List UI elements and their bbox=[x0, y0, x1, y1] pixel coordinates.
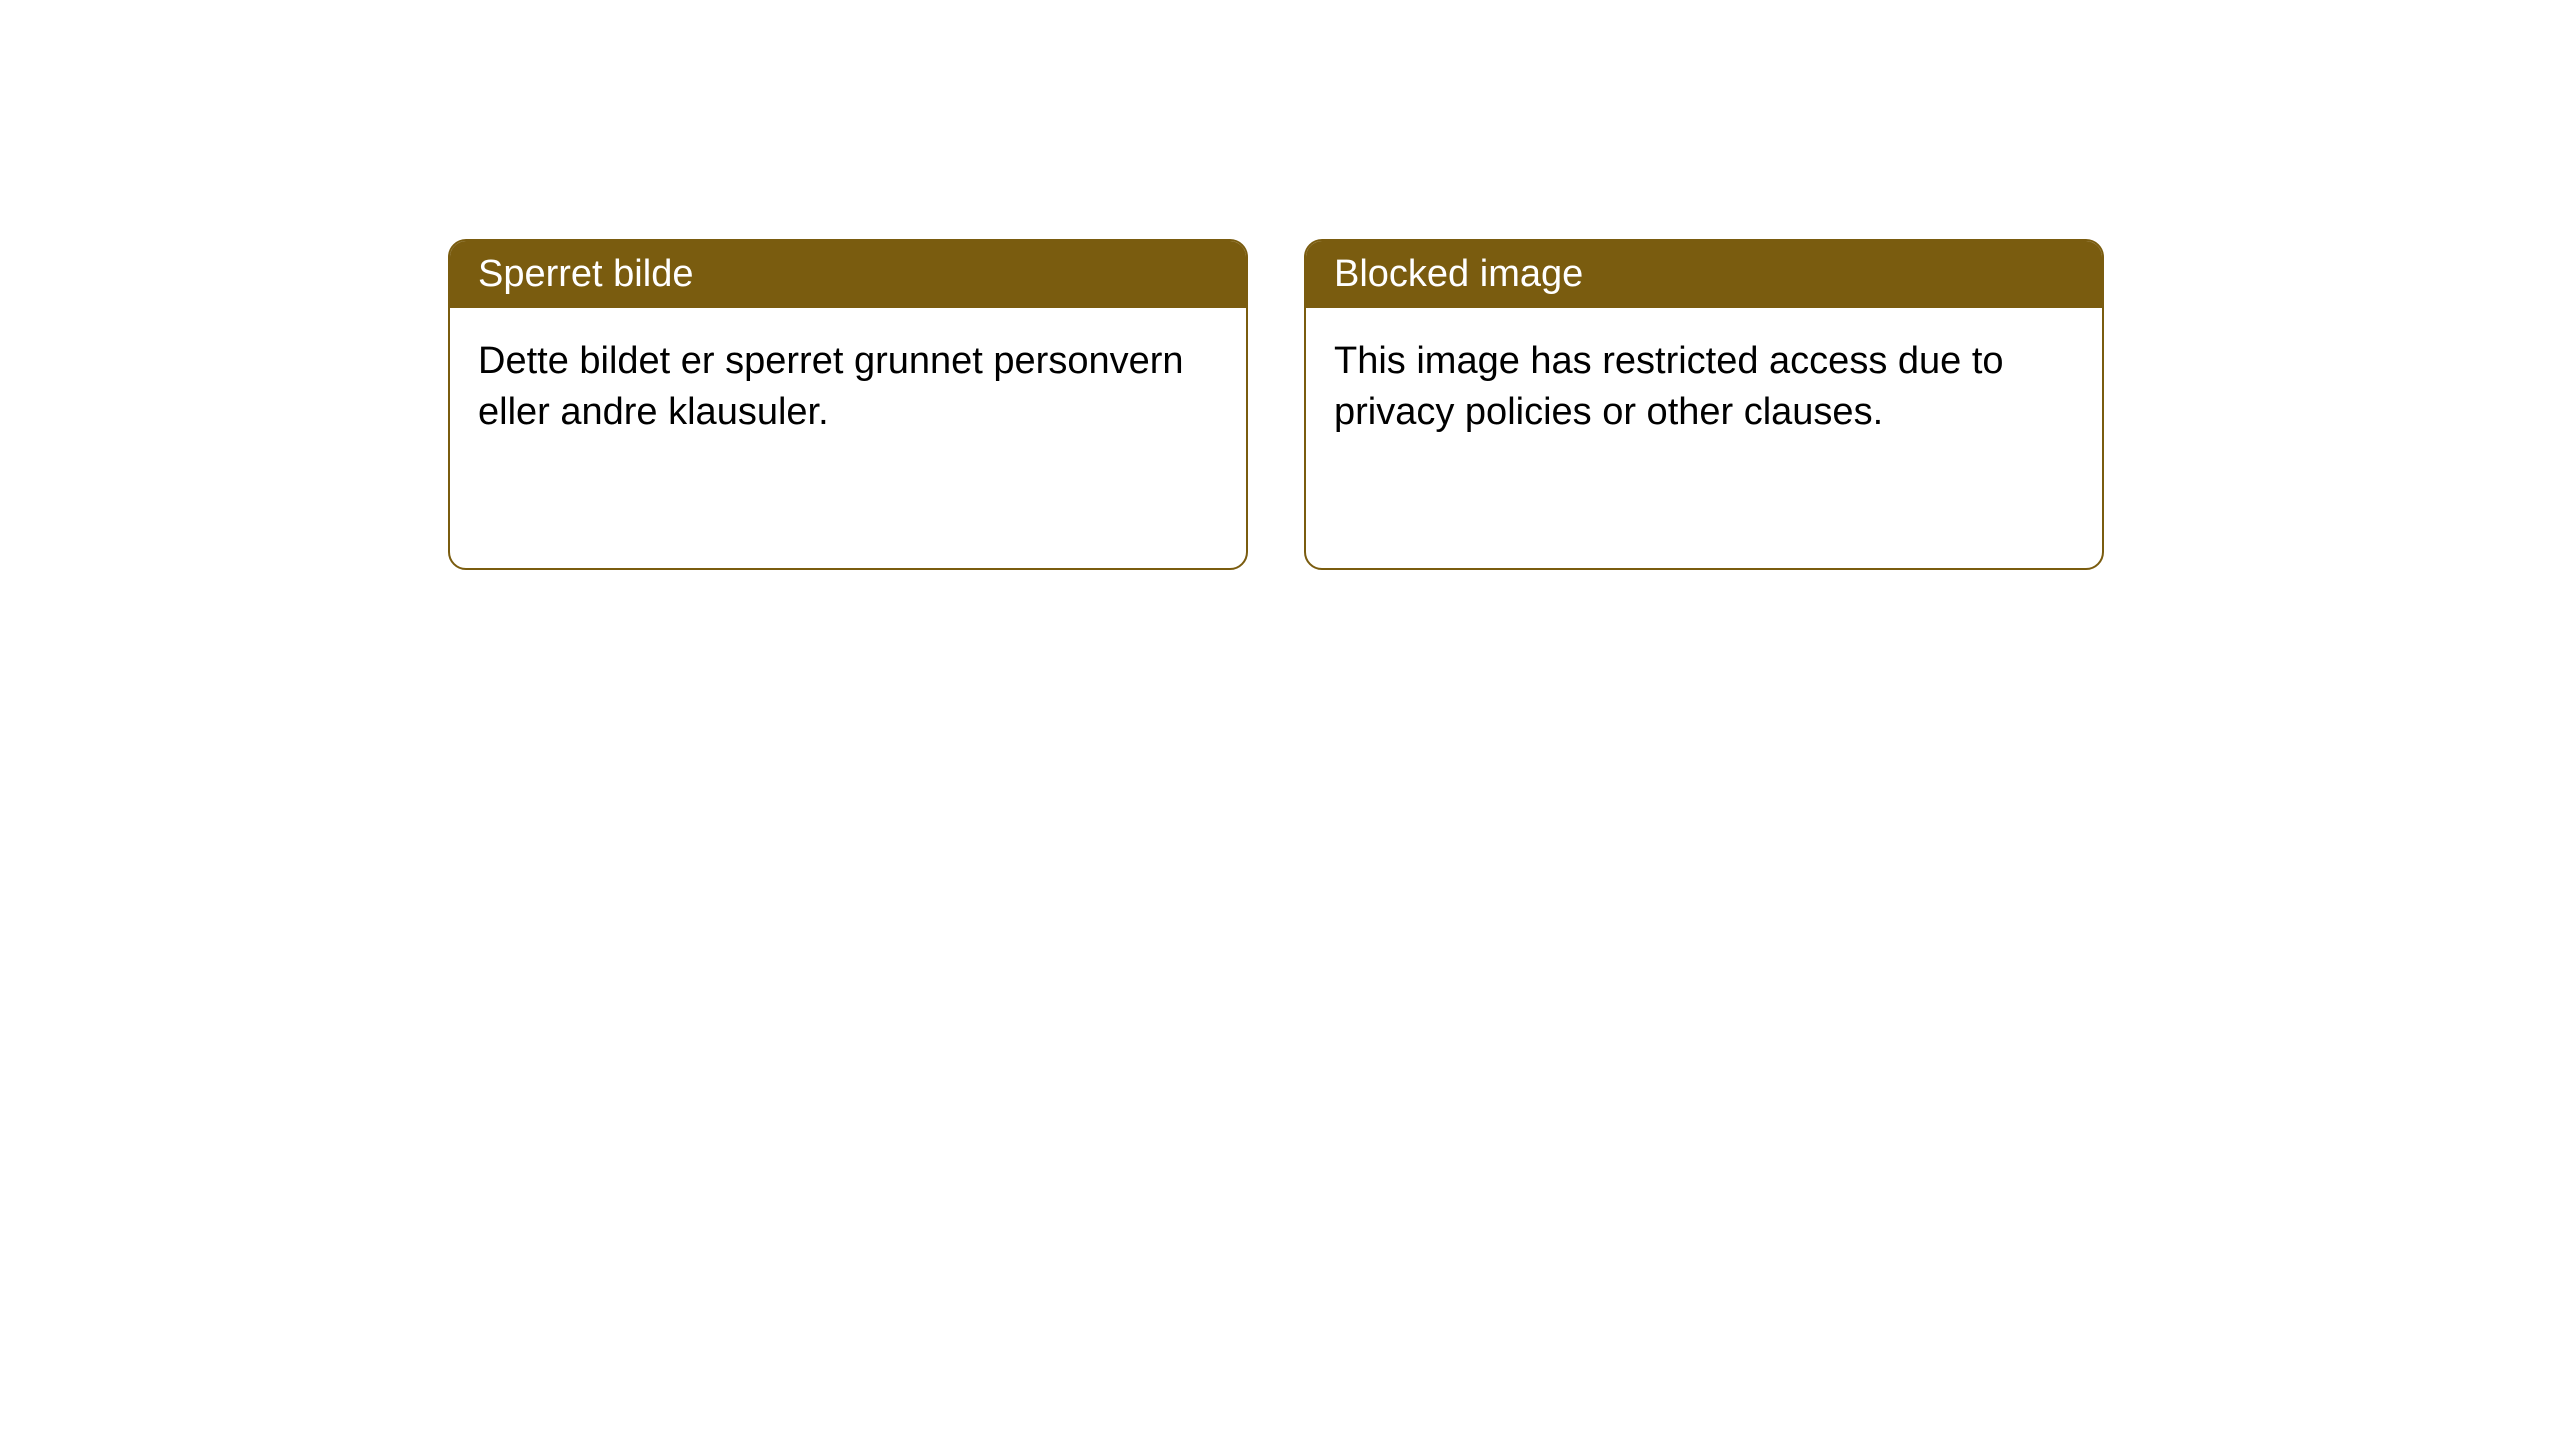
card-body: This image has restricted access due to … bbox=[1306, 308, 2102, 467]
notice-card-norwegian: Sperret bilde Dette bildet er sperret gr… bbox=[448, 239, 1248, 570]
card-body: Dette bildet er sperret grunnet personve… bbox=[450, 308, 1246, 467]
notice-cards-container: Sperret bilde Dette bildet er sperret gr… bbox=[448, 239, 2104, 570]
notice-card-english: Blocked image This image has restricted … bbox=[1304, 239, 2104, 570]
card-header: Blocked image bbox=[1306, 241, 2102, 308]
card-header: Sperret bilde bbox=[450, 241, 1246, 308]
